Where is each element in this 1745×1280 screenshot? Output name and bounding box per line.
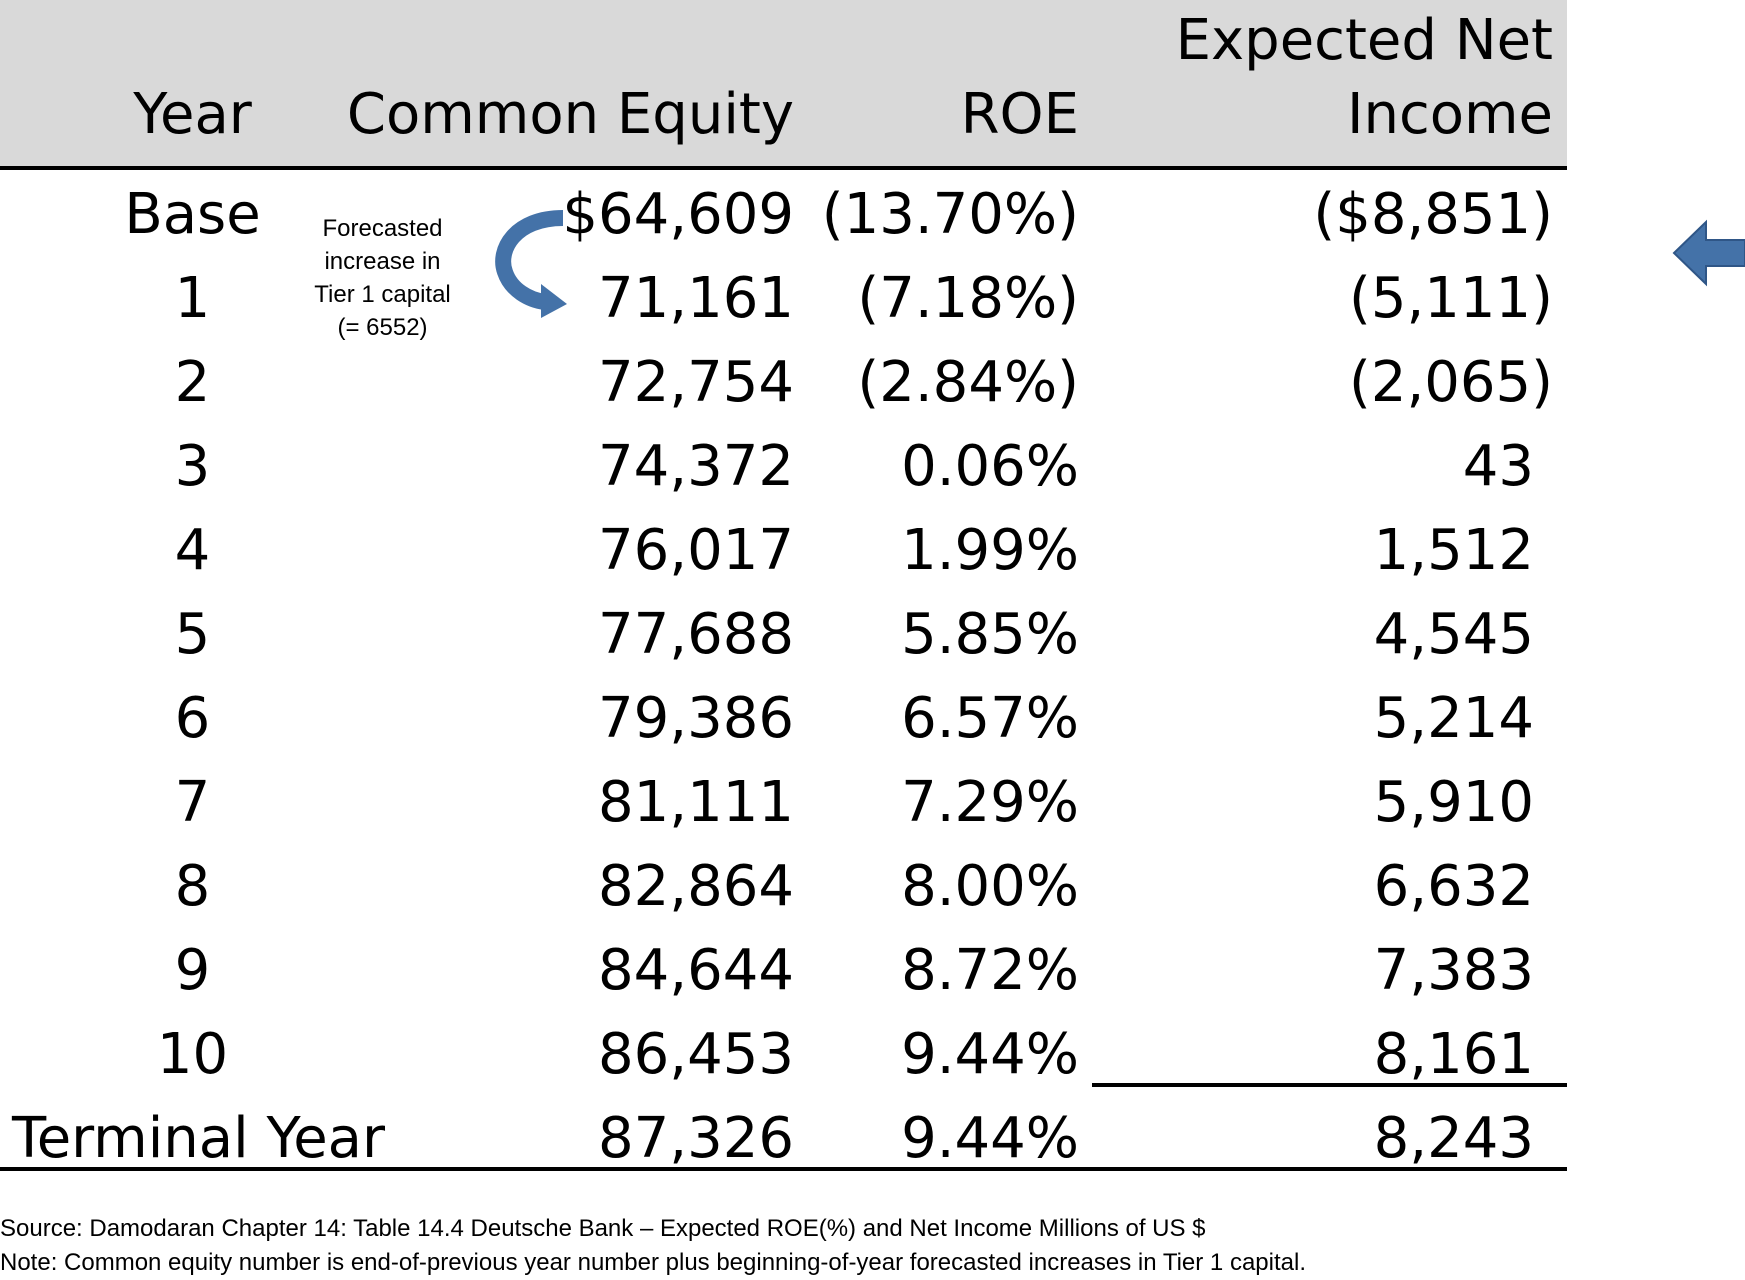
table-row: 10 86,453 9.44% 8,161 (0, 1010, 1567, 1094)
curved-arrow-icon (495, 210, 567, 318)
cell-year: 6 (174, 686, 211, 751)
table-row: 3 74,372 0.06% 43 (0, 422, 1567, 506)
table-header: Year Common Equity ROE Expected Net Inco… (0, 0, 1567, 170)
tier1-annotation: Forecasted increase in Tier 1 capital (=… (300, 212, 465, 344)
annotation-line: (= 6552) (337, 314, 428, 341)
table-row: Base $64,609 (13.70%) ($8,851) (0, 170, 1567, 254)
cell-year: 5 (174, 602, 211, 667)
cell-equity: 86,453 (598, 1022, 794, 1087)
table-row-terminal: Terminal Year 87,326 9.44% 8,243 (0, 1094, 1567, 1178)
cell-roe: 5.85% (901, 602, 1079, 667)
table-row: 6 79,386 6.57% 5,214 (0, 674, 1567, 758)
cell-roe: 7.29% (901, 770, 1079, 835)
annotation-line: Forecasted (322, 215, 443, 242)
cell-roe: 8.00% (901, 854, 1079, 919)
cell-net-income: 8,161 (1373, 1022, 1534, 1087)
table-row: 9 84,644 8.72% 7,383 (0, 926, 1567, 1010)
cell-year: 4 (174, 518, 211, 583)
cell-net-income: (5,111) (1348, 266, 1553, 331)
cell-equity: $64,609 (562, 182, 794, 247)
cell-year: 9 (174, 938, 211, 1003)
cell-net-income: (2,065) (1348, 350, 1553, 415)
cell-equity: 87,326 (598, 1106, 794, 1171)
cell-equity: 74,372 (598, 434, 794, 499)
cell-net-income: 7,383 (1373, 938, 1534, 1003)
common-equity-note: Note: Common equity number is end-of-pre… (0, 1249, 1306, 1276)
cell-equity: 81,111 (598, 770, 794, 835)
cell-equity: 72,754 (598, 350, 794, 415)
table-body: Base $64,609 (13.70%) ($8,851) 1 71,161 (7.18%… (0, 170, 1567, 1094)
cell-year: 2 (174, 350, 211, 415)
table-row: 4 76,017 1.99% 1,512 (0, 506, 1567, 590)
header-common-equity: Common Equity (346, 82, 794, 147)
header-net-income-line2: Income (1346, 82, 1553, 147)
annotation-line: increase in (324, 248, 441, 275)
cell-equity: 84,644 (598, 938, 794, 1003)
table-row: 1 71,161 (7.18%) (5,111) (0, 254, 1567, 338)
header-net-income-line1: Expected Net (1175, 8, 1553, 73)
cell-equity: 82,864 (598, 854, 794, 919)
cell-year: 7 (174, 770, 211, 835)
cell-roe: (7.18%) (857, 266, 1079, 331)
left-arrow-icon (1672, 219, 1745, 287)
cell-year: 10 (156, 1022, 229, 1087)
cell-year: Base (124, 182, 261, 247)
cell-roe: 9.44% (901, 1106, 1079, 1171)
cell-net-income: ($8,851) (1313, 182, 1553, 247)
source-note: Source: Damodaran Chapter 14: Table 14.4… (0, 1215, 1206, 1242)
cell-net-income: 5,214 (1373, 686, 1534, 751)
cell-equity: 77,688 (598, 602, 794, 667)
cell-net-income: 43 (1462, 434, 1534, 499)
roe-net-income-table: Year Common Equity ROE Expected Net Inco… (0, 0, 1567, 1178)
cell-roe: 6.57% (901, 686, 1079, 751)
cell-year: Terminal Year (12, 1106, 386, 1171)
table-row: 7 81,111 7.29% 5,910 (0, 758, 1567, 842)
cell-roe: 8.72% (901, 938, 1079, 1003)
cell-net-income: 8,243 (1373, 1106, 1534, 1171)
cell-year: 3 (174, 434, 211, 499)
cell-roe: 1.99% (901, 518, 1079, 583)
cell-roe: 9.44% (901, 1022, 1079, 1087)
annotation-line: Tier 1 capital (314, 281, 451, 308)
cell-net-income: 1,512 (1373, 518, 1534, 583)
table-bottom-rule (0, 1167, 1567, 1171)
header-roe: ROE (960, 82, 1079, 147)
table-row: 5 77,688 5.85% 4,545 (0, 590, 1567, 674)
net-income-underline (1092, 1083, 1567, 1087)
cell-equity: 76,017 (598, 518, 794, 583)
cell-net-income: 5,910 (1373, 770, 1534, 835)
cell-year: 8 (174, 854, 211, 919)
header-year: Year (133, 82, 252, 147)
cell-roe: (13.70%) (821, 182, 1079, 247)
table-row: 8 82,864 8.00% 6,632 (0, 842, 1567, 926)
cell-roe: 0.06% (901, 434, 1079, 499)
table-row: 2 72,754 (2.84%) (2,065) (0, 338, 1567, 422)
cell-year: 1 (174, 266, 211, 331)
cell-roe: (2.84%) (857, 350, 1079, 415)
footnotes: Source: Damodaran Chapter 14: Table 14.4… (0, 1212, 1306, 1280)
cell-equity: 71,161 (598, 266, 794, 331)
cell-net-income: 6,632 (1373, 854, 1534, 919)
cell-equity: 79,386 (598, 686, 794, 751)
cell-net-income: 4,545 (1373, 602, 1534, 667)
